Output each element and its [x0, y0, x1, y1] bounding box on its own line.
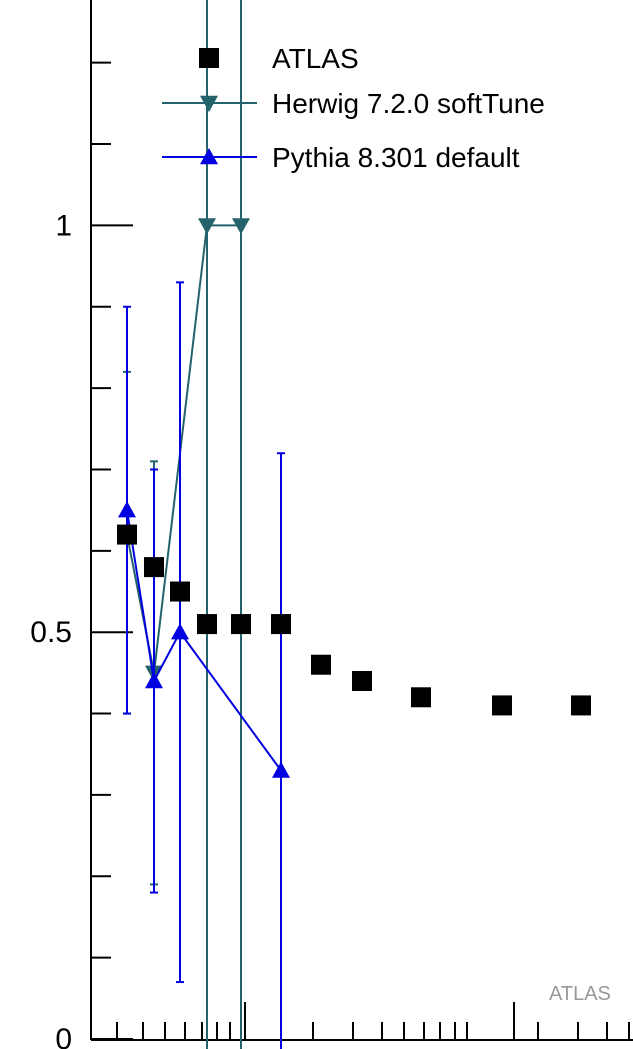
series-marker: [232, 218, 250, 235]
legend-label: Pythia 8.301 default: [272, 142, 520, 173]
series-marker: [145, 672, 163, 689]
x-axis-ticks: [116, 1002, 630, 1040]
atlas-data-point: [170, 581, 190, 602]
legend-marker: [200, 95, 218, 112]
legend: ATLAS Herwig 7.2.0 softTune Pythia 8.301 d…: [162, 43, 545, 173]
series-marker: [272, 761, 290, 778]
atlas-data-point: [231, 614, 251, 635]
y-tick-label: 0.5: [30, 616, 72, 649]
atlas-data-point: [411, 687, 431, 708]
legend-item-atlas: ATLAS: [199, 43, 359, 74]
legend-item-herwig-7-2-0-softtune: Herwig 7.2.0 softTune: [162, 88, 545, 119]
y-axis: 00.511.522.5: [30, 0, 133, 1049]
series-marker: [118, 501, 136, 518]
series-marker: [198, 218, 216, 235]
atlas-data-point: [492, 695, 512, 716]
y-tick-label: 1: [55, 209, 72, 242]
atlas-data-point: [271, 614, 291, 635]
legend-item-pythia-8-301-default: Pythia 8.301 default: [162, 142, 520, 173]
series-line: [126, 510, 282, 772]
atlas-data-point: [117, 524, 137, 545]
legend-marker: [199, 48, 219, 68]
series-pythia-8-301-default: [118, 281, 290, 1049]
series-atlas: [117, 524, 591, 716]
legend-label: Herwig 7.2.0 softTune: [272, 88, 545, 119]
atlas-data-point: [197, 614, 217, 635]
series-marker: [171, 623, 189, 640]
x-axis: [91, 1002, 633, 1041]
series-line: [126, 224, 241, 674]
atlas-data-point: [311, 654, 331, 675]
y-tick-label: 0: [55, 1023, 72, 1049]
atlas-data-point: [144, 557, 164, 578]
atlas-data-point: [352, 671, 372, 692]
atlas-watermark: ATLAS: [549, 983, 611, 1005]
y-axis-ticks: 00.511.522.5: [30, 61, 133, 1049]
legend-marker: [200, 148, 218, 165]
atlas-data-point: [571, 695, 591, 716]
legend-label: ATLAS: [272, 43, 359, 74]
